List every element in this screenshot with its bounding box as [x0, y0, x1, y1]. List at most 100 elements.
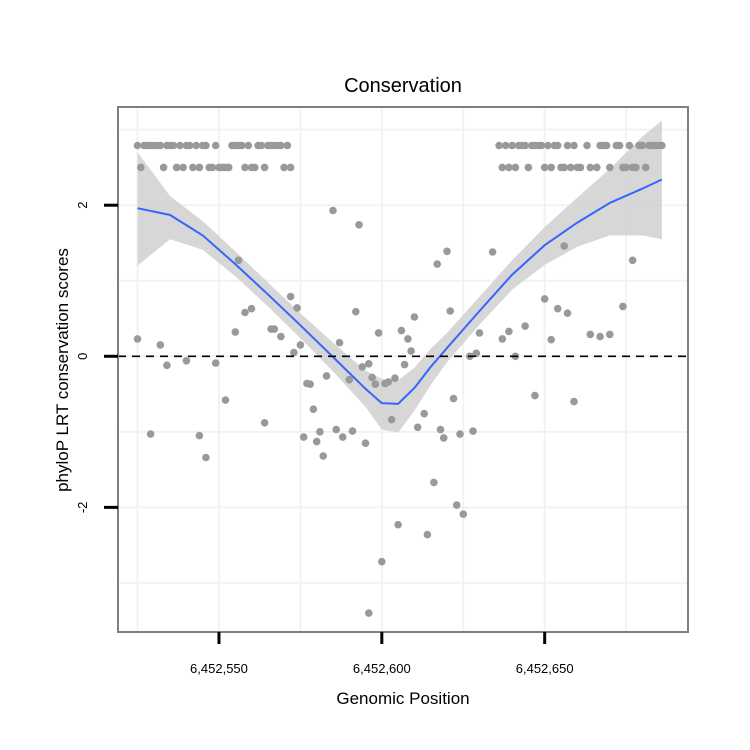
data-point — [606, 330, 614, 339]
data-point — [583, 141, 591, 150]
data-point — [560, 163, 568, 172]
data-point — [260, 163, 269, 172]
data-point — [290, 348, 298, 357]
data-point — [365, 609, 373, 617]
data-point — [211, 359, 220, 367]
data-point — [352, 307, 360, 316]
y-tick-label: 2 — [75, 202, 90, 209]
y-axis: -2 0 2 — [75, 202, 118, 513]
data-point — [622, 163, 630, 172]
data-point — [407, 347, 415, 355]
data-point — [641, 163, 650, 172]
x-tick-label: 6,452,650 — [516, 661, 574, 676]
data-point — [423, 530, 432, 539]
data-point — [625, 141, 634, 150]
data-point — [404, 335, 412, 343]
data-point — [501, 141, 510, 150]
data-point — [202, 141, 210, 150]
smooth-line — [137, 178, 663, 405]
data-point — [260, 419, 269, 427]
data-point — [312, 437, 321, 446]
data-point — [345, 375, 354, 384]
data-point — [192, 141, 200, 150]
data-point — [146, 430, 155, 438]
data-point — [469, 427, 477, 435]
data-point — [413, 423, 422, 432]
data-point — [384, 378, 393, 386]
data-point — [195, 431, 204, 440]
data-point — [211, 141, 220, 150]
data-point — [221, 396, 230, 404]
data-point — [172, 163, 181, 172]
data-point — [400, 360, 409, 369]
data-point — [449, 394, 458, 403]
data-point — [241, 163, 249, 172]
data-point — [596, 332, 604, 341]
data-point — [224, 163, 233, 172]
data-point — [329, 206, 337, 215]
data-point — [365, 360, 373, 368]
data-point — [293, 304, 301, 312]
data-point — [547, 163, 555, 172]
data-point — [508, 141, 516, 150]
data-point — [586, 330, 595, 339]
data-point — [615, 141, 624, 150]
data-point — [521, 322, 529, 330]
chart-title: Conservation — [344, 75, 462, 97]
data-point — [208, 163, 217, 172]
data-point — [133, 335, 142, 343]
data-point — [306, 380, 315, 389]
data-point — [540, 163, 549, 172]
data-point — [251, 163, 259, 172]
data-point — [593, 163, 601, 172]
data-point — [296, 341, 305, 349]
data-point — [185, 141, 194, 150]
data-point — [570, 397, 578, 406]
data-point — [619, 302, 627, 311]
data-point — [544, 141, 552, 150]
smooth-line-layer — [137, 178, 663, 405]
data-point — [524, 163, 533, 172]
data-point — [397, 326, 406, 335]
data-point — [475, 329, 484, 337]
data-point — [459, 510, 468, 518]
data-point — [348, 427, 357, 435]
data-point — [277, 332, 285, 341]
data-point — [280, 163, 288, 172]
data-point — [234, 256, 243, 265]
data-point — [420, 409, 429, 418]
data-point — [332, 425, 341, 434]
data-point — [537, 141, 546, 150]
data-point — [433, 260, 442, 268]
data-point — [238, 141, 246, 150]
data-point — [338, 433, 347, 441]
data-point — [169, 141, 178, 150]
data-point — [628, 256, 637, 265]
data-point — [576, 163, 585, 172]
data-point — [410, 313, 419, 321]
data-point — [638, 141, 647, 150]
data-point — [498, 335, 507, 343]
data-point — [521, 141, 529, 150]
data-point — [159, 163, 168, 172]
data-point — [335, 338, 344, 347]
data-point — [182, 357, 191, 365]
data-point — [391, 374, 399, 383]
data-point — [586, 163, 595, 172]
data-point — [505, 327, 513, 336]
data-point — [446, 307, 455, 315]
data-point — [602, 141, 611, 150]
data-point — [374, 329, 383, 337]
data-point — [371, 380, 380, 389]
points-layer — [133, 141, 666, 617]
data-point — [547, 335, 555, 344]
confidence-ribbon-layer — [137, 120, 662, 433]
data-point — [563, 141, 572, 150]
data-point — [309, 405, 318, 414]
data-point — [394, 520, 402, 529]
data-point — [553, 304, 562, 313]
data-point — [257, 141, 266, 150]
data-point — [563, 309, 572, 318]
data-point — [137, 163, 145, 172]
